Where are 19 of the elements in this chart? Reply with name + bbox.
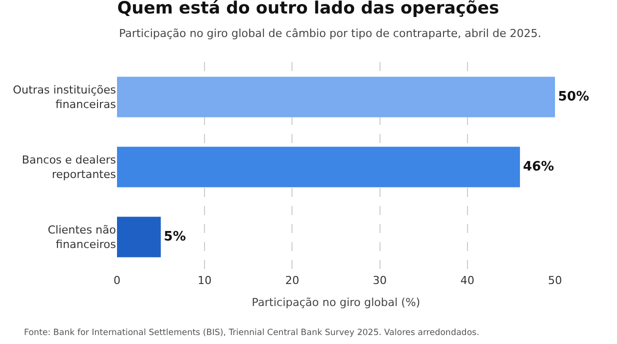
chart-title: Quem está do outro lado das operações <box>117 0 500 19</box>
data-label: 5% <box>164 230 186 244</box>
bar <box>117 216 161 258</box>
y-tick-label: Clientes não financeiros <box>48 224 116 251</box>
x-tick-label: 30 <box>372 274 387 287</box>
data-label: 46% <box>522 160 554 174</box>
data-label: 50% <box>558 90 590 104</box>
bar <box>117 76 555 118</box>
x-tick-label: 0 <box>114 274 120 287</box>
x-tick-label: 50 <box>548 274 562 287</box>
x-tick-label: 40 <box>460 274 474 287</box>
source-note: Fonte: Bank for International Settlements (BIS), Triennial Central Bank Survey 2025. Valores arredondados. <box>24 328 480 338</box>
y-tick-label: Outras instituições financeiras <box>12 84 116 111</box>
x-tick-label: 20 <box>285 274 300 287</box>
x-axis-title: Participação no giro global (%) <box>252 296 420 310</box>
y-tick-label: Bancos e dealers reportantes <box>22 154 116 181</box>
chart-subtitle: Participação no giro global de câmbio por tipo de contraparte, abril de 2025. <box>119 27 542 40</box>
x-tick-label: 10 <box>198 274 212 287</box>
bar <box>117 146 520 188</box>
